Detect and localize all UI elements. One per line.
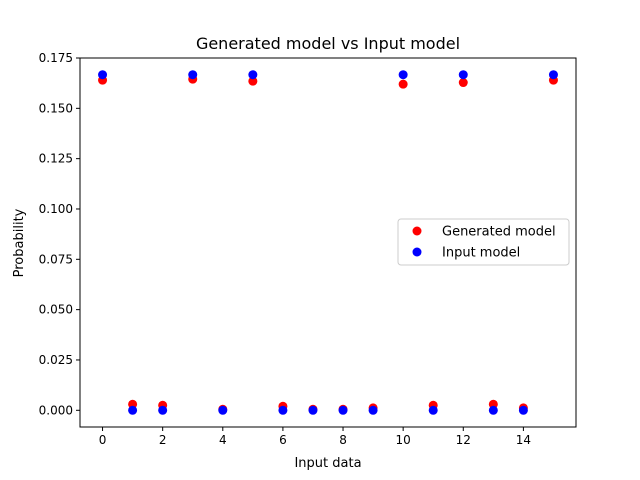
axis-ticks: 0 2 4 6 8 10 12 14 0.000 0.025 0.050 0.075 0.100 0.12…: [39, 51, 531, 447]
legend: Generated model Input model: [397, 218, 570, 266]
generated-model-point: [458, 78, 468, 88]
input-model-point: [308, 405, 318, 415]
y-axis-label: Probability: [12, 208, 27, 277]
input-model-point: [368, 405, 378, 415]
x-tick-label: 8: [339, 433, 347, 447]
y-tick-label: 0.175: [39, 51, 73, 65]
input-model-point: [98, 70, 108, 80]
input-model-point: [398, 70, 408, 80]
legend-marker: [412, 247, 422, 257]
x-tick-label: 4: [219, 433, 227, 447]
generated-model-point: [248, 76, 258, 86]
input-model-point: [428, 405, 438, 415]
y-tick-label: 0.125: [39, 152, 73, 166]
legend-label: Input model: [442, 246, 520, 261]
input-model-point: [158, 405, 168, 415]
y-tick-label: 0.025: [39, 353, 73, 367]
input-model-point: [128, 405, 138, 415]
data-points: [98, 70, 558, 415]
x-tick-label: 10: [396, 433, 411, 447]
x-axis-label: Input data: [294, 456, 361, 471]
input-model-point: [188, 70, 198, 80]
legend-box: [397, 218, 570, 266]
x-tick-label: 14: [516, 433, 531, 447]
legend-marker: [412, 226, 422, 236]
y-tick-label: 0.150: [39, 101, 73, 115]
axes-frame: [79, 57, 577, 428]
y-tick-label: 0.100: [39, 202, 73, 216]
input-model-point: [248, 70, 258, 80]
legend-label: Generated model: [442, 225, 556, 240]
input-model-point: [338, 405, 348, 415]
y-tick-label: 0.050: [39, 303, 73, 317]
chart-title: Generated model vs Input model: [196, 34, 460, 53]
y-tick-label: 0.000: [39, 403, 73, 417]
x-tick-label: 0: [99, 433, 107, 447]
y-tick-label: 0.075: [39, 252, 73, 266]
input-model-point: [518, 405, 528, 415]
x-tick-label: 12: [456, 433, 471, 447]
input-model-point: [488, 405, 498, 415]
input-model-point: [218, 405, 228, 415]
input-model-point: [548, 70, 558, 80]
x-tick-label: 2: [159, 433, 167, 447]
generated-model-point: [398, 79, 408, 89]
x-tick-label: 6: [279, 433, 287, 447]
input-model-point: [458, 70, 468, 80]
input-model-point: [278, 405, 288, 415]
